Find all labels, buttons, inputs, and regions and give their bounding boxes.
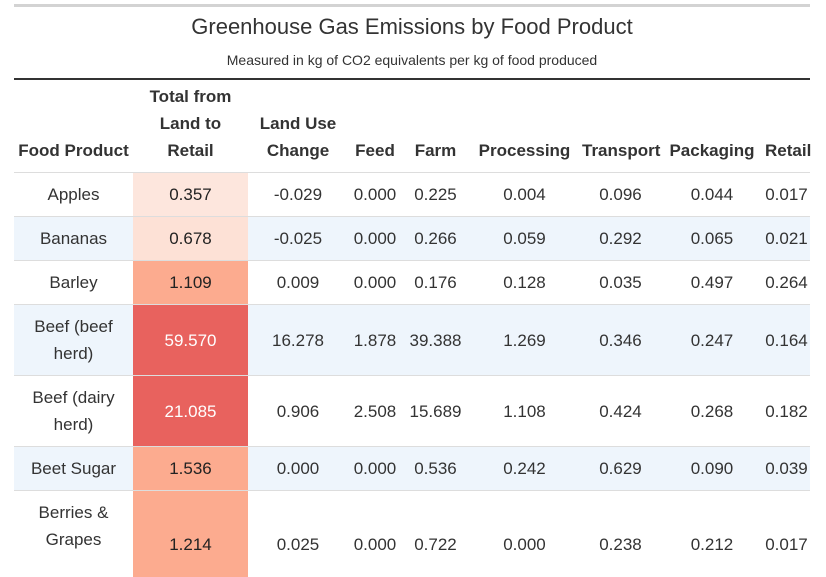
table-row: Beet Sugar 1.536 0.000 0.000 0.536 0.242… [14, 447, 810, 491]
cell-total: 59.570 [133, 305, 248, 376]
cell-transport: 0.629 [580, 447, 661, 491]
cell-land-use-change: 16.278 [248, 305, 348, 376]
cell-product: Barley [14, 261, 133, 305]
cell-processing: 0.000 [469, 491, 580, 577]
cell-product: Beef (dairy herd) [14, 376, 133, 447]
column-header-land-use-change: Land Use Change [248, 80, 348, 173]
cell-retail: 0.017 [763, 491, 810, 577]
cell-product: Berries & Grapes [14, 491, 133, 577]
cell-farm: 15.689 [402, 376, 469, 447]
cell-retail: 0.021 [763, 217, 810, 261]
cell-product: Apples [14, 173, 133, 217]
cell-packaging: 0.044 [661, 173, 763, 217]
cell-processing: 0.059 [469, 217, 580, 261]
table-row: Beef (dairy herd) 21.085 0.906 2.508 15.… [14, 376, 810, 447]
cell-packaging: 0.065 [661, 217, 763, 261]
cell-farm: 0.536 [402, 447, 469, 491]
cell-packaging: 0.212 [661, 491, 763, 577]
cell-land-use-change: -0.029 [248, 173, 348, 217]
table-row: Barley 1.109 0.009 0.000 0.176 0.128 0.0… [14, 261, 810, 305]
cell-land-use-change: 0.906 [248, 376, 348, 447]
cell-product: Beef (beef herd) [14, 305, 133, 376]
cell-land-use-change: -0.025 [248, 217, 348, 261]
table-row: Berries & Grapes 1.214 0.025 0.000 0.722… [14, 491, 810, 577]
cell-farm: 39.388 [402, 305, 469, 376]
cell-total: 1.536 [133, 447, 248, 491]
cell-land-use-change: 0.025 [248, 491, 348, 577]
table-title: Greenhouse Gas Emissions by Food Product [14, 14, 810, 40]
column-header-packaging: Packaging [661, 80, 763, 173]
cell-processing: 1.108 [469, 376, 580, 447]
cell-feed: 0.000 [348, 491, 402, 577]
cell-farm: 0.225 [402, 173, 469, 217]
cell-farm: 0.266 [402, 217, 469, 261]
cell-total: 0.357 [133, 173, 248, 217]
cell-transport: 0.424 [580, 376, 661, 447]
cell-total: 1.109 [133, 261, 248, 305]
header-row: Food Product Total from Land to Retail L… [14, 80, 810, 173]
cell-feed: 1.878 [348, 305, 402, 376]
cell-total: 1.214 [133, 491, 248, 577]
cell-total: 0.678 [133, 217, 248, 261]
cell-product: Bananas [14, 217, 133, 261]
column-header-farm: Farm [402, 80, 469, 173]
cell-processing: 0.242 [469, 447, 580, 491]
cell-feed: 0.000 [348, 447, 402, 491]
cell-feed: 0.000 [348, 173, 402, 217]
cell-transport: 0.035 [580, 261, 661, 305]
cell-packaging: 0.247 [661, 305, 763, 376]
cell-processing: 0.004 [469, 173, 580, 217]
cell-transport: 0.292 [580, 217, 661, 261]
table-row: Beef (beef herd) 59.570 16.278 1.878 39.… [14, 305, 810, 376]
cell-farm: 0.722 [402, 491, 469, 577]
cell-total: 21.085 [133, 376, 248, 447]
cell-packaging: 0.268 [661, 376, 763, 447]
column-header-transport: Transport [580, 80, 661, 173]
cell-retail: 0.164 [763, 305, 810, 376]
cell-feed: 0.000 [348, 261, 402, 305]
column-header-processing: Processing [469, 80, 580, 173]
cell-feed: 2.508 [348, 376, 402, 447]
column-header-food-product: Food Product [14, 80, 133, 173]
table-subtitle: Measured in kg of CO2 equivalents per kg… [14, 52, 810, 68]
cell-retail: 0.182 [763, 376, 810, 447]
cell-retail: 0.264 [763, 261, 810, 305]
table-row: Bananas 0.678 -0.025 0.000 0.266 0.059 0… [14, 217, 810, 261]
cell-packaging: 0.090 [661, 447, 763, 491]
cell-feed: 0.000 [348, 217, 402, 261]
cell-processing: 1.269 [469, 305, 580, 376]
cell-retail: 0.017 [763, 173, 810, 217]
column-header-retail: Retail [763, 80, 810, 173]
cell-retail: 0.039 [763, 447, 810, 491]
column-header-feed: Feed [348, 80, 402, 173]
cell-land-use-change: 0.000 [248, 447, 348, 491]
cell-farm: 0.176 [402, 261, 469, 305]
cell-land-use-change: 0.009 [248, 261, 348, 305]
cell-product: Beet Sugar [14, 447, 133, 491]
table-row: Apples 0.357 -0.029 0.000 0.225 0.004 0.… [14, 173, 810, 217]
cell-packaging: 0.497 [661, 261, 763, 305]
column-header-total: Total from Land to Retail [133, 80, 248, 173]
emissions-table: Food Product Total from Land to Retail L… [14, 80, 810, 577]
cell-transport: 0.346 [580, 305, 661, 376]
cell-processing: 0.128 [469, 261, 580, 305]
cell-transport: 0.238 [580, 491, 661, 577]
cell-transport: 0.096 [580, 173, 661, 217]
top-border [14, 4, 810, 7]
